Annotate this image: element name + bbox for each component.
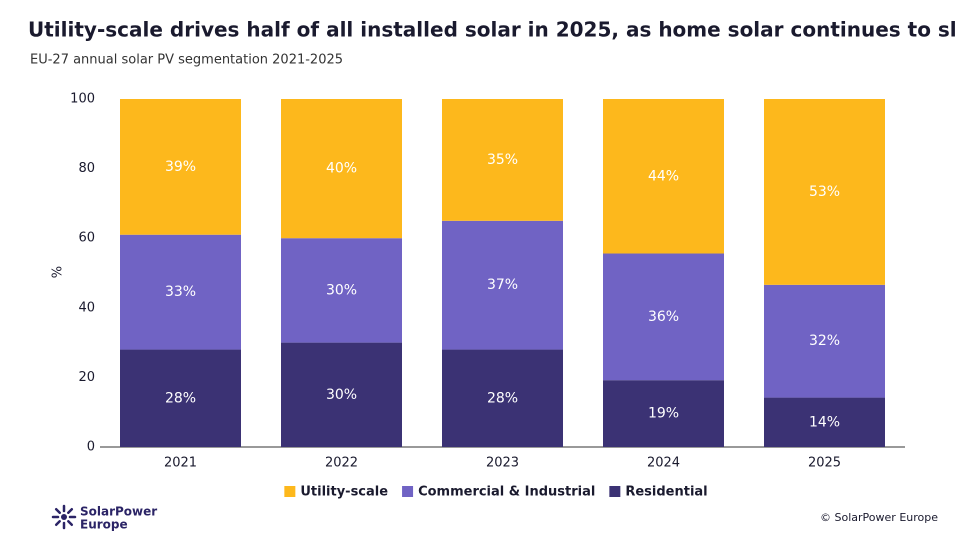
value-label: 28%	[165, 390, 196, 406]
value-label: 35%	[487, 152, 518, 168]
bar-segment	[120, 234, 241, 350]
bar-segment	[120, 99, 241, 235]
value-label: 14%	[809, 414, 840, 430]
value-label: 30%	[326, 282, 357, 298]
logo-text: Europe	[80, 518, 128, 532]
legend-label: Utility-scale	[300, 485, 388, 500]
legend-label: Commercial & Industrial	[418, 485, 595, 500]
y-tick-label: 0	[87, 440, 95, 455]
bar-segment	[281, 238, 402, 343]
bar-segment	[764, 284, 885, 398]
y-tick-label: 60	[78, 231, 95, 246]
x-tick-label: 2021	[164, 456, 197, 471]
x-tick-label: 2024	[647, 456, 680, 471]
y-tick-label: 80	[78, 161, 95, 176]
bar-segment	[764, 99, 885, 285]
x-tick-label: 2022	[325, 456, 358, 471]
bar-segment	[281, 342, 402, 447]
chart-title: Utility-scale drives half of all install…	[28, 18, 955, 42]
y-axis-label: %	[51, 266, 66, 278]
x-tick-label: 2023	[486, 456, 519, 471]
value-label: 28%	[487, 390, 518, 406]
value-label: 30%	[326, 387, 357, 403]
value-label: 33%	[165, 284, 196, 300]
y-tick-label: 20	[78, 370, 95, 385]
legend-swatch	[402, 486, 414, 497]
bar-segment	[764, 397, 885, 447]
bar-segment	[603, 253, 724, 381]
value-label: 39%	[165, 159, 196, 175]
bar-segment	[603, 380, 724, 447]
logo-icon	[51, 504, 77, 530]
source: © SolarPower Europe	[820, 511, 938, 524]
value-label: 32%	[809, 333, 840, 349]
value-label: 44%	[648, 168, 679, 184]
bar-segment	[442, 220, 563, 350]
x-tick-label: 2025	[808, 456, 841, 471]
logo-text: SolarPower	[80, 505, 157, 519]
bar-segment	[442, 349, 563, 447]
legend-label: Residential	[625, 485, 707, 500]
y-tick-label: 100	[70, 92, 95, 107]
value-label: 40%	[326, 161, 357, 177]
bar-segment	[442, 99, 563, 221]
value-label: 37%	[487, 277, 518, 293]
value-label: 53%	[809, 184, 840, 200]
y-tick-label: 40	[78, 300, 95, 315]
bar-segment	[120, 349, 241, 447]
value-label: 19%	[648, 406, 679, 422]
bar-segment	[281, 99, 402, 239]
bar-segment	[603, 99, 724, 254]
legend-swatch	[284, 486, 296, 497]
legend-swatch	[609, 486, 621, 497]
value-label: 36%	[648, 309, 679, 325]
chart-subtitle: EU-27 annual solar PV segmentation 2021-…	[30, 53, 343, 68]
